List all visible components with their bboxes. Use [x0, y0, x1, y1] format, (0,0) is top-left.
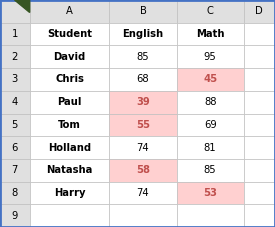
- Bar: [0, 23, 30, 45]
- Bar: [244, 114, 275, 136]
- Text: David: David: [53, 52, 86, 62]
- Text: B: B: [139, 6, 146, 16]
- Text: Natasha: Natasha: [46, 165, 93, 175]
- Bar: [244, 68, 275, 91]
- Text: 1: 1: [12, 29, 18, 39]
- Bar: [30, 23, 109, 45]
- Bar: [244, 45, 275, 68]
- Text: 74: 74: [137, 188, 149, 198]
- Bar: [0, 136, 30, 159]
- Bar: [0, 91, 30, 114]
- Text: Student: Student: [47, 29, 92, 39]
- Text: Tom: Tom: [58, 120, 81, 130]
- Text: 45: 45: [203, 74, 217, 84]
- Bar: [244, 136, 275, 159]
- Text: 5: 5: [12, 120, 18, 130]
- Text: 39: 39: [136, 97, 150, 107]
- Bar: [109, 159, 177, 182]
- Bar: [177, 182, 244, 204]
- Text: 8: 8: [12, 188, 18, 198]
- Bar: [244, 182, 275, 204]
- Bar: [109, 114, 177, 136]
- Text: 2: 2: [12, 52, 18, 62]
- Text: A: A: [66, 6, 73, 16]
- Bar: [177, 136, 244, 159]
- Bar: [0, 114, 30, 136]
- Bar: [109, 91, 177, 114]
- Bar: [109, 0, 177, 23]
- Text: 9: 9: [12, 211, 18, 221]
- Text: 69: 69: [204, 120, 216, 130]
- Bar: [177, 23, 244, 45]
- Text: Chris: Chris: [55, 74, 84, 84]
- Text: 95: 95: [204, 52, 216, 62]
- Text: 53: 53: [203, 188, 217, 198]
- Text: Holland: Holland: [48, 143, 91, 153]
- Bar: [244, 23, 275, 45]
- Text: Harry: Harry: [54, 188, 85, 198]
- Bar: [30, 136, 109, 159]
- Bar: [30, 45, 109, 68]
- Text: 74: 74: [137, 143, 149, 153]
- Text: 4: 4: [12, 97, 18, 107]
- Bar: [244, 91, 275, 114]
- Text: 81: 81: [204, 143, 216, 153]
- Text: 3: 3: [12, 74, 18, 84]
- Bar: [30, 204, 109, 227]
- Text: 68: 68: [137, 74, 149, 84]
- Bar: [109, 68, 177, 91]
- Bar: [177, 0, 244, 23]
- Text: 88: 88: [204, 97, 216, 107]
- Text: 6: 6: [12, 143, 18, 153]
- Bar: [109, 204, 177, 227]
- Bar: [0, 45, 30, 68]
- Bar: [30, 182, 109, 204]
- Bar: [177, 204, 244, 227]
- Text: 55: 55: [136, 120, 150, 130]
- Bar: [30, 91, 109, 114]
- Bar: [109, 23, 177, 45]
- Text: 85: 85: [137, 52, 149, 62]
- Bar: [30, 159, 109, 182]
- Bar: [177, 45, 244, 68]
- Bar: [0, 182, 30, 204]
- Text: 85: 85: [204, 165, 216, 175]
- Bar: [0, 68, 30, 91]
- Text: C: C: [207, 6, 214, 16]
- Text: Paul: Paul: [57, 97, 82, 107]
- Bar: [109, 182, 177, 204]
- Bar: [244, 0, 275, 23]
- Text: 7: 7: [12, 165, 18, 175]
- Text: English: English: [122, 29, 164, 39]
- Bar: [0, 204, 30, 227]
- Bar: [30, 114, 109, 136]
- Bar: [30, 0, 109, 23]
- Bar: [177, 91, 244, 114]
- Bar: [244, 159, 275, 182]
- Bar: [177, 114, 244, 136]
- Bar: [177, 68, 244, 91]
- Text: D: D: [255, 6, 263, 16]
- Bar: [177, 159, 244, 182]
- Bar: [109, 45, 177, 68]
- Bar: [0, 159, 30, 182]
- Text: 58: 58: [136, 165, 150, 175]
- Polygon shape: [15, 0, 30, 12]
- Bar: [0, 0, 30, 23]
- Text: Math: Math: [196, 29, 224, 39]
- Bar: [109, 136, 177, 159]
- Bar: [244, 204, 275, 227]
- Bar: [30, 68, 109, 91]
